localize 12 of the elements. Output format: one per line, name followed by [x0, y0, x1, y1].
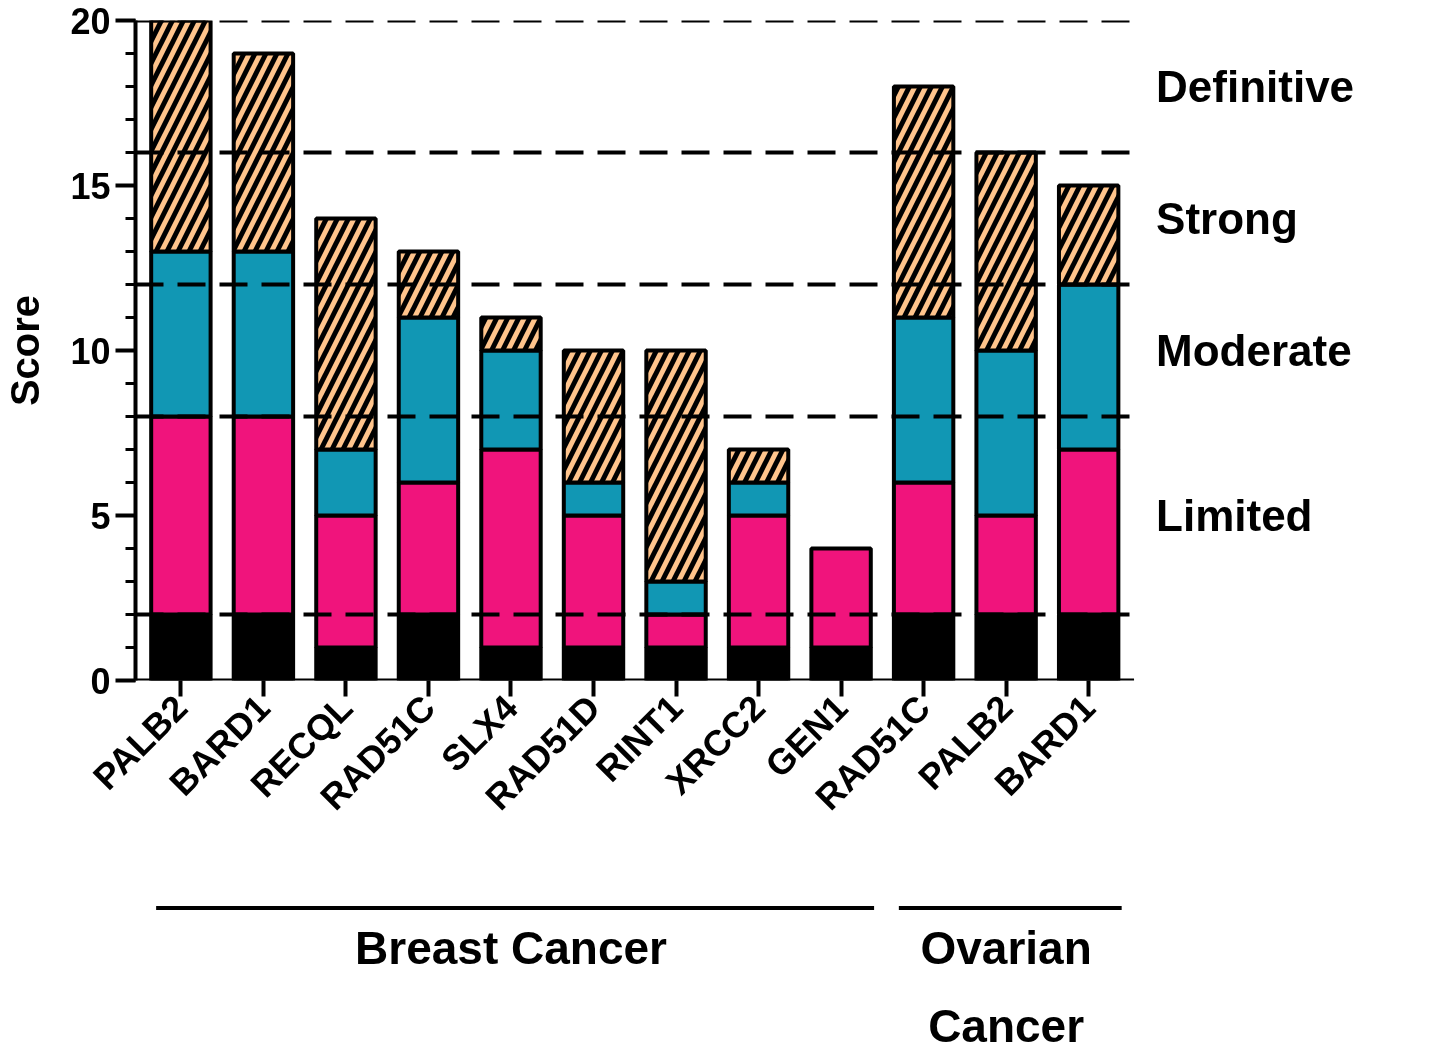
y-axis-title: Score	[3, 294, 48, 407]
y-tick-label: 15	[70, 165, 111, 207]
text: Definitive	[1156, 62, 1355, 111]
text: Moderate	[1156, 326, 1352, 375]
text: Limited	[1156, 491, 1313, 540]
text: Strong	[1156, 194, 1298, 243]
y-tick-label: 20	[70, 0, 111, 42]
text: Breast Cancer	[355, 921, 668, 974]
text: Ovarian Cancer	[920, 921, 1092, 1052]
y-tick-label: 0	[90, 660, 111, 702]
y-tick-label: 10	[70, 330, 111, 372]
y-tick-label: 5	[90, 495, 111, 537]
